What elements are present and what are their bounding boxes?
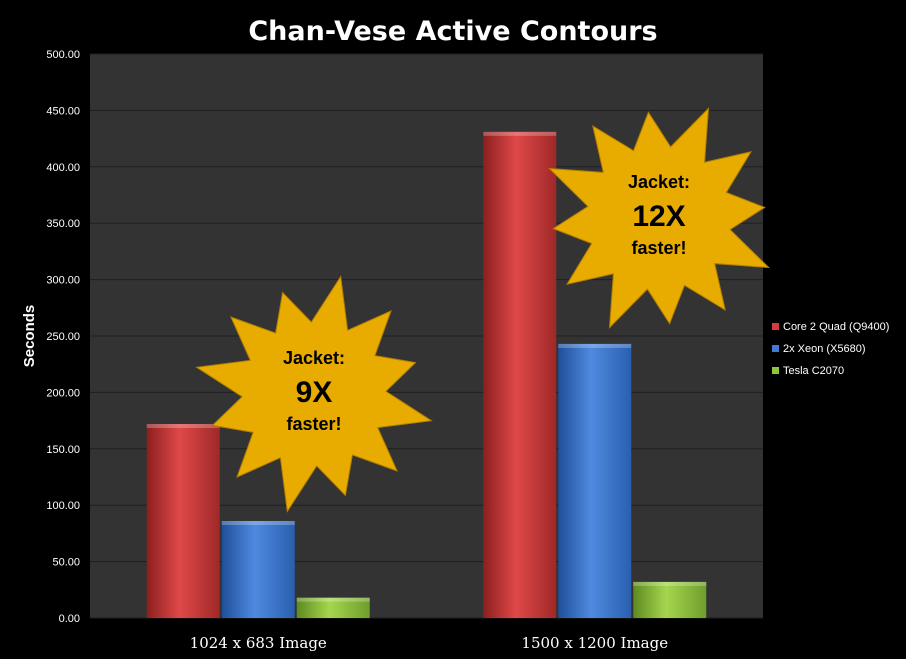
- chart-title: Chan-Vese Active Contours: [248, 16, 657, 47]
- y-tick-label: 200.00: [46, 387, 80, 399]
- legend-swatch: [772, 345, 779, 352]
- y-tick-label: 500.00: [46, 49, 80, 61]
- y-tick-label: 300.00: [46, 275, 80, 287]
- x-tick-label: 1024 x 683 Image: [190, 634, 327, 652]
- x-tick-label: 1500 x 1200 Image: [521, 634, 668, 652]
- legend-label: Tesla C2070: [783, 365, 844, 377]
- annotation-line2: 12X: [632, 200, 685, 233]
- annotation-burst-9x: Jacket: 9X faster!: [195, 275, 433, 513]
- y-tick-label: 450.00: [46, 105, 80, 117]
- bar-cap: [558, 343, 632, 348]
- y-tick-label: 150.00: [46, 444, 80, 456]
- bar: [221, 520, 295, 618]
- y-tick-label: 100.00: [46, 500, 80, 512]
- bar: [146, 423, 220, 618]
- bar-cap: [483, 131, 557, 136]
- y-tick-label: 400.00: [46, 162, 80, 174]
- y-tick-label: 0.00: [59, 613, 80, 625]
- y-tick-label: 250.00: [46, 331, 80, 343]
- bars: [146, 131, 707, 618]
- y-axis-label: Seconds: [21, 305, 38, 368]
- legend-label: Core 2 Quad (Q9400): [783, 321, 889, 333]
- annotation-line2: 9X: [296, 376, 333, 409]
- bar: [558, 343, 632, 618]
- bar-cap: [146, 423, 220, 428]
- annotation-line1: Jacket:: [628, 172, 690, 192]
- bar: [633, 581, 707, 618]
- annotation-line3: faster!: [286, 414, 341, 434]
- burst-shape: [547, 106, 771, 330]
- annotation-line3: faster!: [631, 238, 686, 258]
- legend-swatch: [772, 367, 779, 374]
- annotation-burst-12x: Jacket: 12X faster!: [547, 106, 771, 330]
- legend-swatch: [772, 323, 779, 330]
- y-tick-label: 350.00: [46, 218, 80, 230]
- y-tick-label: 50.00: [52, 557, 80, 569]
- legend-label: 2x Xeon (X5680): [783, 343, 866, 355]
- bar-cap: [296, 597, 370, 602]
- x-tick-labels: 1024 x 683 Image 1500 x 1200 Image: [190, 634, 669, 652]
- legend: Core 2 Quad (Q9400) 2x Xeon (X5680) Tesla …: [772, 321, 889, 377]
- y-tick-labels: 0.00 50.00 100.00 150.00 200.00 250.00 300.00 3…: [46, 49, 80, 625]
- bar-cap: [633, 581, 707, 586]
- bar: [483, 131, 557, 618]
- bar: [296, 597, 370, 618]
- burst-shape: [195, 275, 433, 513]
- bar-cap: [221, 520, 295, 525]
- annotation-line1: Jacket:: [283, 348, 345, 368]
